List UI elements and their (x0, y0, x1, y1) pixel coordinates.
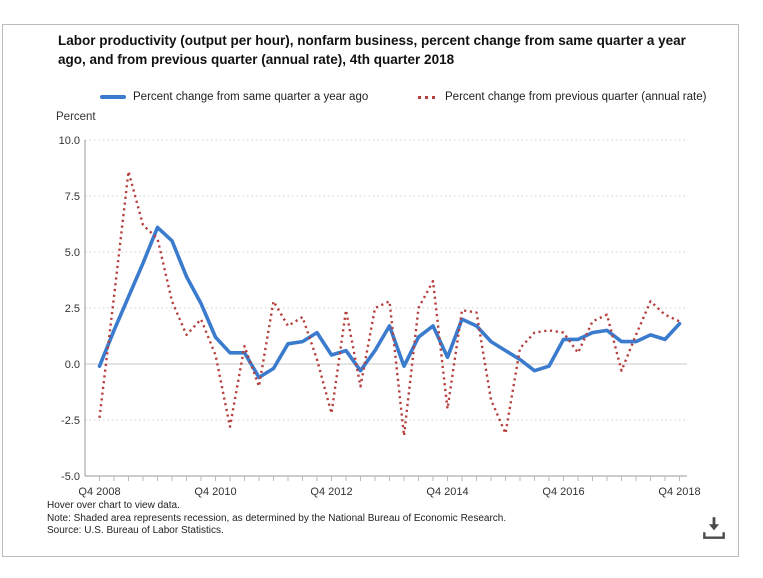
x-tick-label: Q4 2010 (194, 486, 236, 498)
chart-card (2, 24, 739, 557)
source-note: Source: U.S. Bureau of Labor Statistics. (47, 525, 224, 536)
x-tick-label: Q4 2018 (658, 486, 700, 498)
y-tick-label: 0.0 (65, 359, 80, 371)
x-tick-labels: Q4 2008 Q4 2010 Q4 2012 Q4 2014 Q4 2016 Q4 20… (78, 486, 700, 498)
y-tick-label: 10.0 (59, 135, 80, 147)
series-line-qoq (98, 170, 681, 437)
legend-item-qoq: Percent change from previous quarter (an… (418, 88, 706, 106)
legend: Percent change from same quarter a year … (0, 88, 763, 106)
x-tick-label: Q4 2008 (78, 486, 120, 498)
y-tick-labels: 10.0 7.5 5.0 2.5 0.0 -2.5 -5.0 (59, 135, 80, 483)
y-gridlines (85, 139, 687, 421)
legend-label-qoq: Percent change from previous quarter (an… (445, 91, 707, 103)
solid-line-swatch-icon (100, 95, 126, 99)
x-quarter-ticks (99, 476, 680, 481)
footnotes: Hover over chart to view data. Note: Sha… (47, 500, 506, 538)
y-tick-label: -2.5 (61, 415, 80, 427)
x-tick-label: Q4 2012 (310, 486, 352, 498)
y-tick-label: 2.5 (65, 303, 80, 315)
y-tick-label: 5.0 (65, 247, 80, 259)
legend-label-yoy: Percent change from same quarter a year … (133, 91, 369, 103)
x-tick-label: Q4 2014 (426, 486, 468, 498)
download-button[interactable] (696, 510, 732, 548)
y-tick-label: 7.5 (65, 191, 80, 203)
chart-title: Labor productivity (output per hour), no… (58, 33, 686, 67)
legend-item-yoy: Percent change from same quarter a year … (100, 88, 368, 106)
series-line-yoy (97, 225, 682, 380)
recession-note: Note: Shaded area represents recession, … (47, 512, 507, 524)
y-axis-title: Percent (56, 111, 96, 123)
hover-hint: Hover over chart to view data. (47, 500, 180, 511)
download-icon (703, 516, 725, 539)
x-tick-label: Q4 2016 (542, 486, 584, 498)
dotted-line-swatch-icon (418, 95, 439, 99)
y-tick-label: -5.0 (61, 471, 80, 483)
